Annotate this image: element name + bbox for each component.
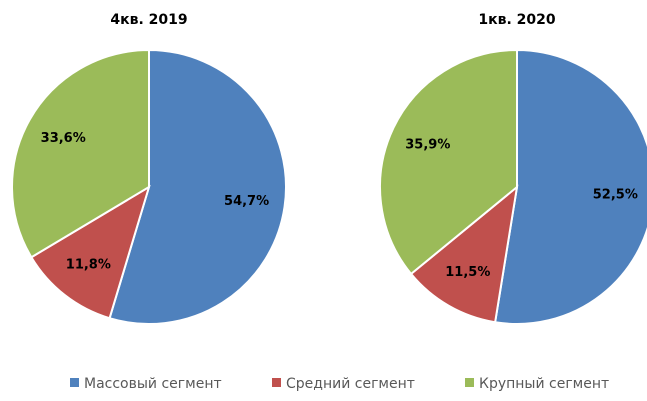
pie-slice (11, 48, 150, 259)
data-label: 54,7% (224, 194, 269, 209)
pie-slice (379, 48, 518, 276)
legend-swatch (272, 378, 281, 387)
chart-title: 4кв. 2019 (110, 12, 187, 28)
data-label: 33,6% (41, 131, 86, 146)
data-label: 11,8% (66, 257, 111, 272)
pie-slice (29, 184, 151, 320)
legend-label: Массовый сегмент (84, 376, 222, 392)
legend-swatch (70, 378, 79, 387)
pie-slice (409, 184, 519, 324)
legend-swatch (465, 378, 474, 387)
data-label: 35,9% (405, 137, 450, 152)
pie-slice (108, 48, 287, 325)
data-label: 11,5% (445, 265, 490, 280)
chart-title: 1кв. 2020 (478, 12, 556, 28)
pie-slice (493, 48, 647, 325)
legend-label: Крупный сегмент (479, 376, 609, 392)
legend-label: Средний сегмент (286, 376, 415, 392)
data-label: 52,5% (593, 187, 638, 202)
